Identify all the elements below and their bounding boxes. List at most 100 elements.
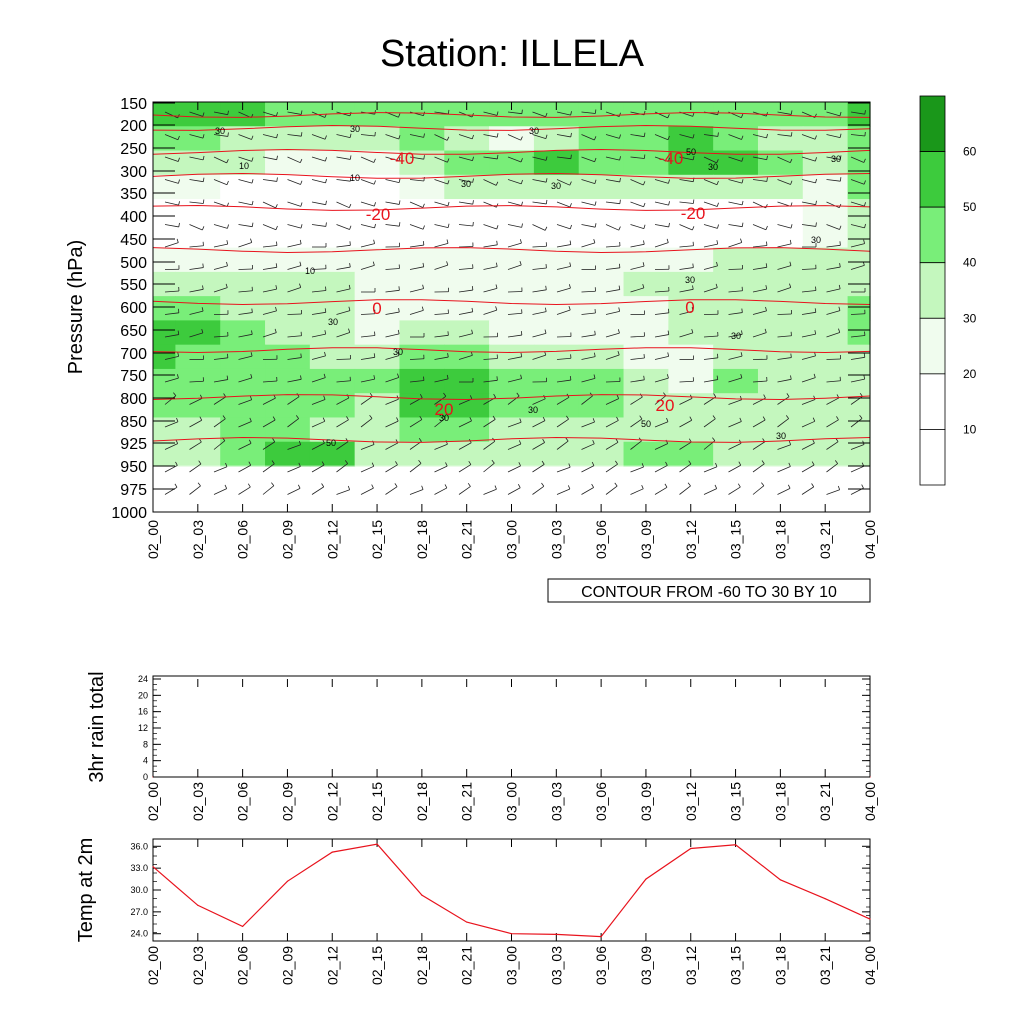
fill-cell [847, 247, 871, 273]
fill-cell [668, 223, 714, 249]
pressure-tick-label: 450 [120, 232, 147, 249]
wind-barb-flag [839, 263, 841, 268]
fill-cell [175, 344, 221, 370]
y-tick-label: 27.0 [130, 907, 148, 917]
fill-cell [713, 271, 759, 297]
fill-cell [354, 271, 401, 297]
wind-barb-flag [618, 307, 621, 312]
wind-barb [630, 357, 645, 360]
wind-barb [213, 396, 226, 405]
wind-barb-flag [226, 261, 228, 266]
wind-barb [826, 111, 841, 117]
wind-barb [238, 224, 253, 228]
wind-barb [458, 289, 473, 293]
fill-cell [802, 296, 849, 321]
fill-cell [399, 271, 445, 297]
wind-barb-flag [545, 178, 548, 183]
wind-barb-flag [396, 417, 399, 422]
wind-barb-flag [691, 328, 694, 334]
wind-barb-flag [323, 373, 326, 378]
time-tick-label: 03_18 [772, 520, 788, 559]
wind-barb [164, 179, 179, 184]
wind-barb-flag [520, 352, 523, 357]
wind-barb [777, 357, 792, 360]
wind-barb [728, 333, 743, 338]
wind-barb-flag [594, 136, 597, 141]
wind-barb [556, 201, 571, 208]
wind-barb [262, 134, 277, 139]
fill-cell [354, 247, 401, 273]
wind-barb [752, 485, 765, 495]
wind-barb [287, 224, 302, 229]
fill-cell [578, 393, 625, 419]
fill-cell [802, 150, 849, 176]
fill-cell [265, 393, 311, 419]
wind-barb [826, 201, 840, 209]
wind-barb-flag [663, 392, 667, 396]
colorbar: 60 50 40 30 20 10 [919, 95, 977, 486]
wind-barb [801, 156, 816, 162]
wind-barb-flag [740, 352, 743, 357]
wind-barb [238, 443, 252, 450]
wind-barb-flag [520, 179, 523, 184]
pressure-tick-label: 1000 [111, 505, 147, 522]
wind-barb [507, 443, 522, 450]
fill-cell [713, 368, 759, 394]
wind-barb [556, 440, 569, 450]
wind-barb-flag [861, 484, 864, 489]
wind-barb-flag [639, 415, 643, 420]
wind-barb [728, 377, 743, 383]
wind-barb-flag [471, 134, 474, 139]
wind-barb [826, 397, 840, 405]
fill-cell [220, 320, 266, 346]
wind-barb-flag [643, 181, 646, 186]
wind-barb [556, 379, 571, 383]
wind-barb [360, 265, 375, 270]
temp-panel: 24.0 27.0 30.0 33.0 36.0 02_00 02_03 02_06 02_09… [75, 838, 878, 985]
wind-barb-flag [397, 373, 400, 378]
wind-barb-flag [617, 329, 620, 334]
wind-barb [360, 243, 375, 248]
fill-cell [153, 199, 177, 224]
wind-barb-flag [271, 482, 275, 486]
wind-barb [654, 395, 667, 405]
wind-barb-flag [834, 460, 839, 464]
wind-barb [605, 310, 620, 315]
wind-barb-flag [325, 178, 327, 183]
fill-cell [757, 344, 804, 370]
x-tick-label: 03_00 [504, 946, 520, 985]
wind-barb-flag [202, 134, 205, 139]
fill-cell [175, 271, 221, 297]
wind-barb [262, 441, 275, 450]
wind-barb [385, 486, 398, 495]
fill-cell [623, 271, 669, 297]
fill-cell [309, 271, 356, 297]
fill-cell [265, 174, 311, 200]
colorbar-label: 60 [963, 145, 977, 159]
fill-cell [220, 296, 266, 321]
fill-cell [623, 344, 669, 370]
wind-barb-flag [815, 222, 817, 227]
wind-barb-flag [349, 155, 352, 160]
wind-barb-flag [225, 462, 228, 467]
wind-barb-flag [325, 222, 327, 227]
wind-barb-flag [643, 132, 646, 137]
wind-barb-flag [641, 484, 644, 489]
fill-cell [713, 126, 759, 152]
fill-cell [153, 344, 177, 370]
wind-barb [311, 134, 326, 140]
wind-barb [630, 243, 645, 248]
contour-label: 50 [641, 419, 651, 429]
wind-barb [262, 310, 277, 315]
shading-contour-labels: 30 30 30 10 10 30 30 50 30 30 30 10 30 30 30 30 30 50 30 30… [215, 124, 841, 448]
fill-cell [668, 417, 714, 443]
fill-cell [265, 296, 311, 321]
wind-barb [703, 156, 717, 164]
fill-cell [175, 247, 221, 273]
fill-cell [309, 174, 356, 200]
wind-barb [507, 179, 522, 185]
wind-barb-flag [545, 199, 548, 205]
wind-barb [801, 201, 816, 206]
wind-barb [777, 488, 791, 495]
wind-barb [679, 441, 692, 450]
